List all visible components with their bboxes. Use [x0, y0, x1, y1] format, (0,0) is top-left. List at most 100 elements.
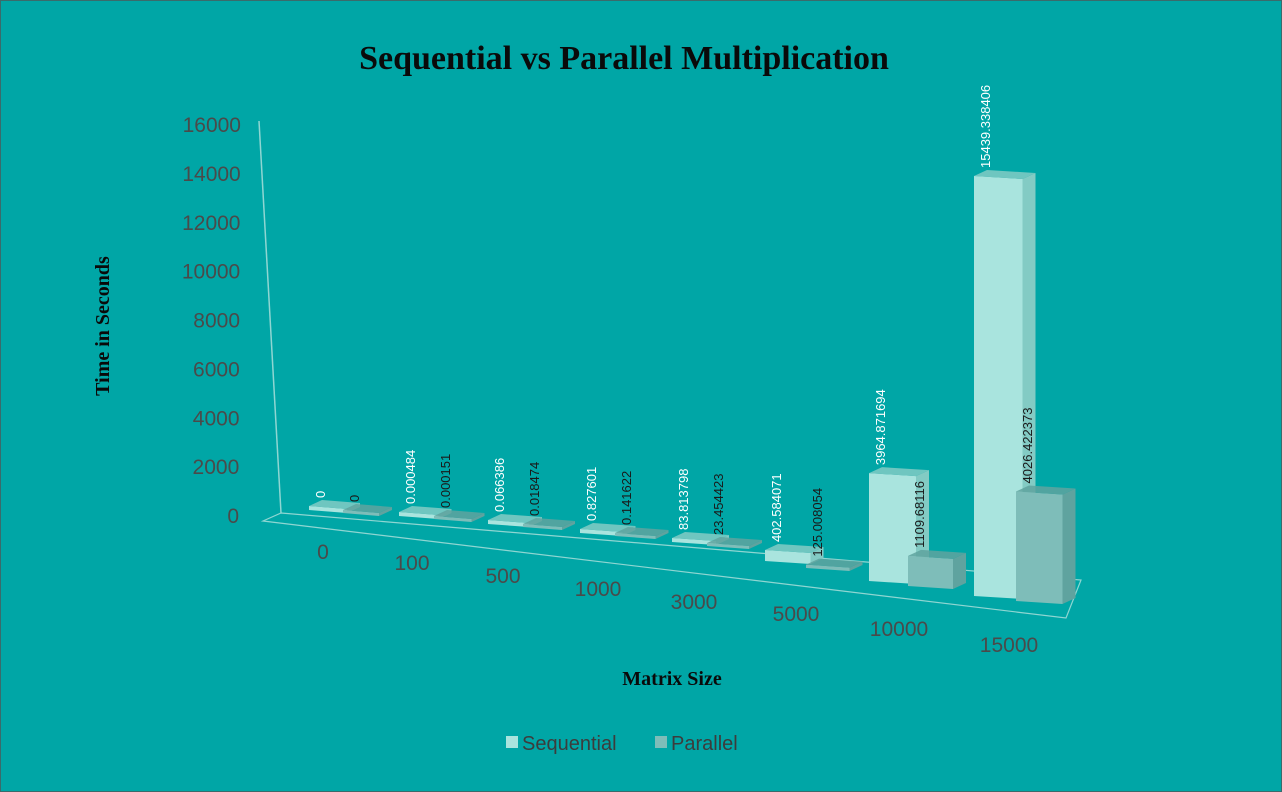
legend-swatch-sequential — [506, 736, 518, 748]
bar-parallel-top — [707, 537, 762, 546]
y-tick-label: 10000 — [182, 261, 240, 284]
x-tick-label: 1000 — [575, 578, 622, 601]
bar-parallel-front — [1016, 491, 1063, 604]
bar-parallel — [434, 510, 485, 522]
bar-sequential-front — [309, 506, 347, 513]
bar-sequential-front — [869, 473, 916, 584]
bar-parallel-side — [655, 530, 669, 539]
y-tick-label: 4000 — [193, 407, 240, 430]
data-label-parallel: 0.000151 — [438, 454, 453, 508]
bar-sequential-front — [399, 512, 439, 519]
data-label-sequential: 0.000484 — [403, 450, 418, 504]
bar-parallel-front — [343, 510, 379, 516]
bar-sequential-side — [810, 547, 824, 564]
x-tick-label: 0 — [317, 541, 329, 564]
x-tick-label: 10000 — [870, 618, 928, 641]
data-label-sequential: 15439.338406 — [978, 85, 993, 168]
bar-parallel — [908, 549, 966, 589]
bar-sequential-top — [765, 544, 824, 554]
bar-parallel-front — [523, 524, 562, 530]
bar-sequential-top — [974, 170, 1036, 179]
y-tick-label: 0 — [227, 505, 239, 528]
bar-sequential-front — [672, 538, 716, 545]
plot-backdrop — [259, 121, 1081, 618]
data-label-sequential: 0.066386 — [492, 458, 507, 512]
bar-sequential-front — [765, 550, 811, 564]
bar-parallel-top — [806, 558, 863, 568]
data-label-parallel: 4026.422373 — [1020, 408, 1035, 484]
data-label-parallel: 125.008054 — [810, 488, 825, 557]
y-tick-labels: 0 2000 4000 6000 8000 10000 12000 14000 16000 — [182, 114, 241, 528]
y-tick-label: 6000 — [193, 358, 240, 381]
data-label-parallel: 1109.68116 — [912, 481, 927, 548]
bar-parallel-side — [379, 507, 392, 516]
bar-parallel-top — [523, 518, 575, 527]
bar-sequential-top — [488, 514, 542, 523]
legend-label-parallel: Parallel — [671, 733, 738, 755]
bar-parallel-front — [434, 516, 472, 522]
x-tick-label: 3000 — [671, 591, 718, 614]
bar-parallel — [523, 518, 575, 530]
bar-parallel-top — [1016, 485, 1076, 495]
bar-parallel — [806, 558, 863, 571]
bar-parallel — [343, 504, 392, 516]
bar-parallel-top — [908, 549, 966, 559]
y-axis-line — [258, 120, 282, 514]
bar-parallel-front — [615, 533, 656, 539]
bar-parallel-top — [615, 527, 669, 536]
axes-group — [258, 120, 1082, 619]
x-tick-label: 100 — [394, 552, 429, 575]
bar-sequential-front — [488, 520, 529, 527]
data-label-sequential: 0 — [313, 491, 328, 498]
y-tick-label: 16000 — [183, 114, 241, 137]
bar-sequential — [974, 170, 1036, 599]
legend: Sequential Parallel — [506, 733, 738, 755]
data-label-sequential: 83.813798 — [676, 469, 691, 530]
bar-parallel-side — [953, 552, 966, 589]
x-tick-label: 5000 — [773, 603, 820, 626]
bar-parallel-front — [707, 543, 749, 549]
bar-sequential-front — [974, 176, 1023, 599]
y-tick-label: 12000 — [182, 212, 240, 235]
data-label-sequential: 402.584071 — [769, 473, 784, 542]
data-label-parallel: 0.018474 — [527, 462, 542, 516]
chart-title: Sequential vs Parallel Multiplication — [359, 40, 889, 77]
data-label-parallel: 0 — [347, 495, 362, 502]
x-tick-label: 500 — [485, 565, 520, 588]
legend-swatch-parallel — [655, 736, 667, 748]
bar-sequential-front — [580, 529, 623, 536]
data-label-sequential: 0.827601 — [584, 467, 599, 521]
bar-parallel-side — [562, 521, 575, 530]
x-axis-title: Matrix Size — [622, 668, 722, 690]
bar-sequential-top — [672, 532, 729, 541]
bar-parallel-front — [806, 564, 850, 571]
bar-parallel-side — [749, 540, 762, 549]
bar-parallel-front — [908, 555, 953, 589]
bar-parallel-top — [434, 510, 485, 519]
bars-group — [309, 170, 1076, 604]
bar-sequential-top — [399, 506, 452, 515]
bar-parallel-top — [343, 504, 392, 513]
x-tick-label: 15000 — [980, 634, 1038, 657]
bar-sequential-top — [309, 500, 360, 509]
bar-parallel-side — [849, 561, 863, 571]
data-label-sequential: 3964.871694 — [873, 389, 888, 465]
data-labels-group: 0 0 0.000484 0.000151 0.066386 0.018474 0.8276… — [313, 85, 1035, 557]
y-tick-label: 8000 — [193, 310, 240, 333]
bar-sequential — [765, 544, 824, 564]
data-label-parallel: 0.141622 — [619, 471, 634, 525]
y-tick-label: 14000 — [182, 163, 240, 186]
bar-parallel — [1016, 485, 1076, 604]
bar-parallel-side — [471, 513, 485, 522]
bar-sequential-top — [869, 467, 929, 477]
legend-label-sequential: Sequential — [522, 733, 617, 755]
bar-parallel-side — [1062, 488, 1076, 604]
x-tick-labels: 0 100 500 1000 3000 5000 10000 15000 — [317, 541, 1038, 657]
bar-parallel — [615, 527, 669, 539]
y-tick-label: 2000 — [193, 456, 240, 479]
y-axis-title: Time in Seconds — [92, 256, 114, 396]
data-label-parallel: 23.454423 — [711, 474, 726, 535]
bar-sequential-top — [580, 523, 636, 532]
